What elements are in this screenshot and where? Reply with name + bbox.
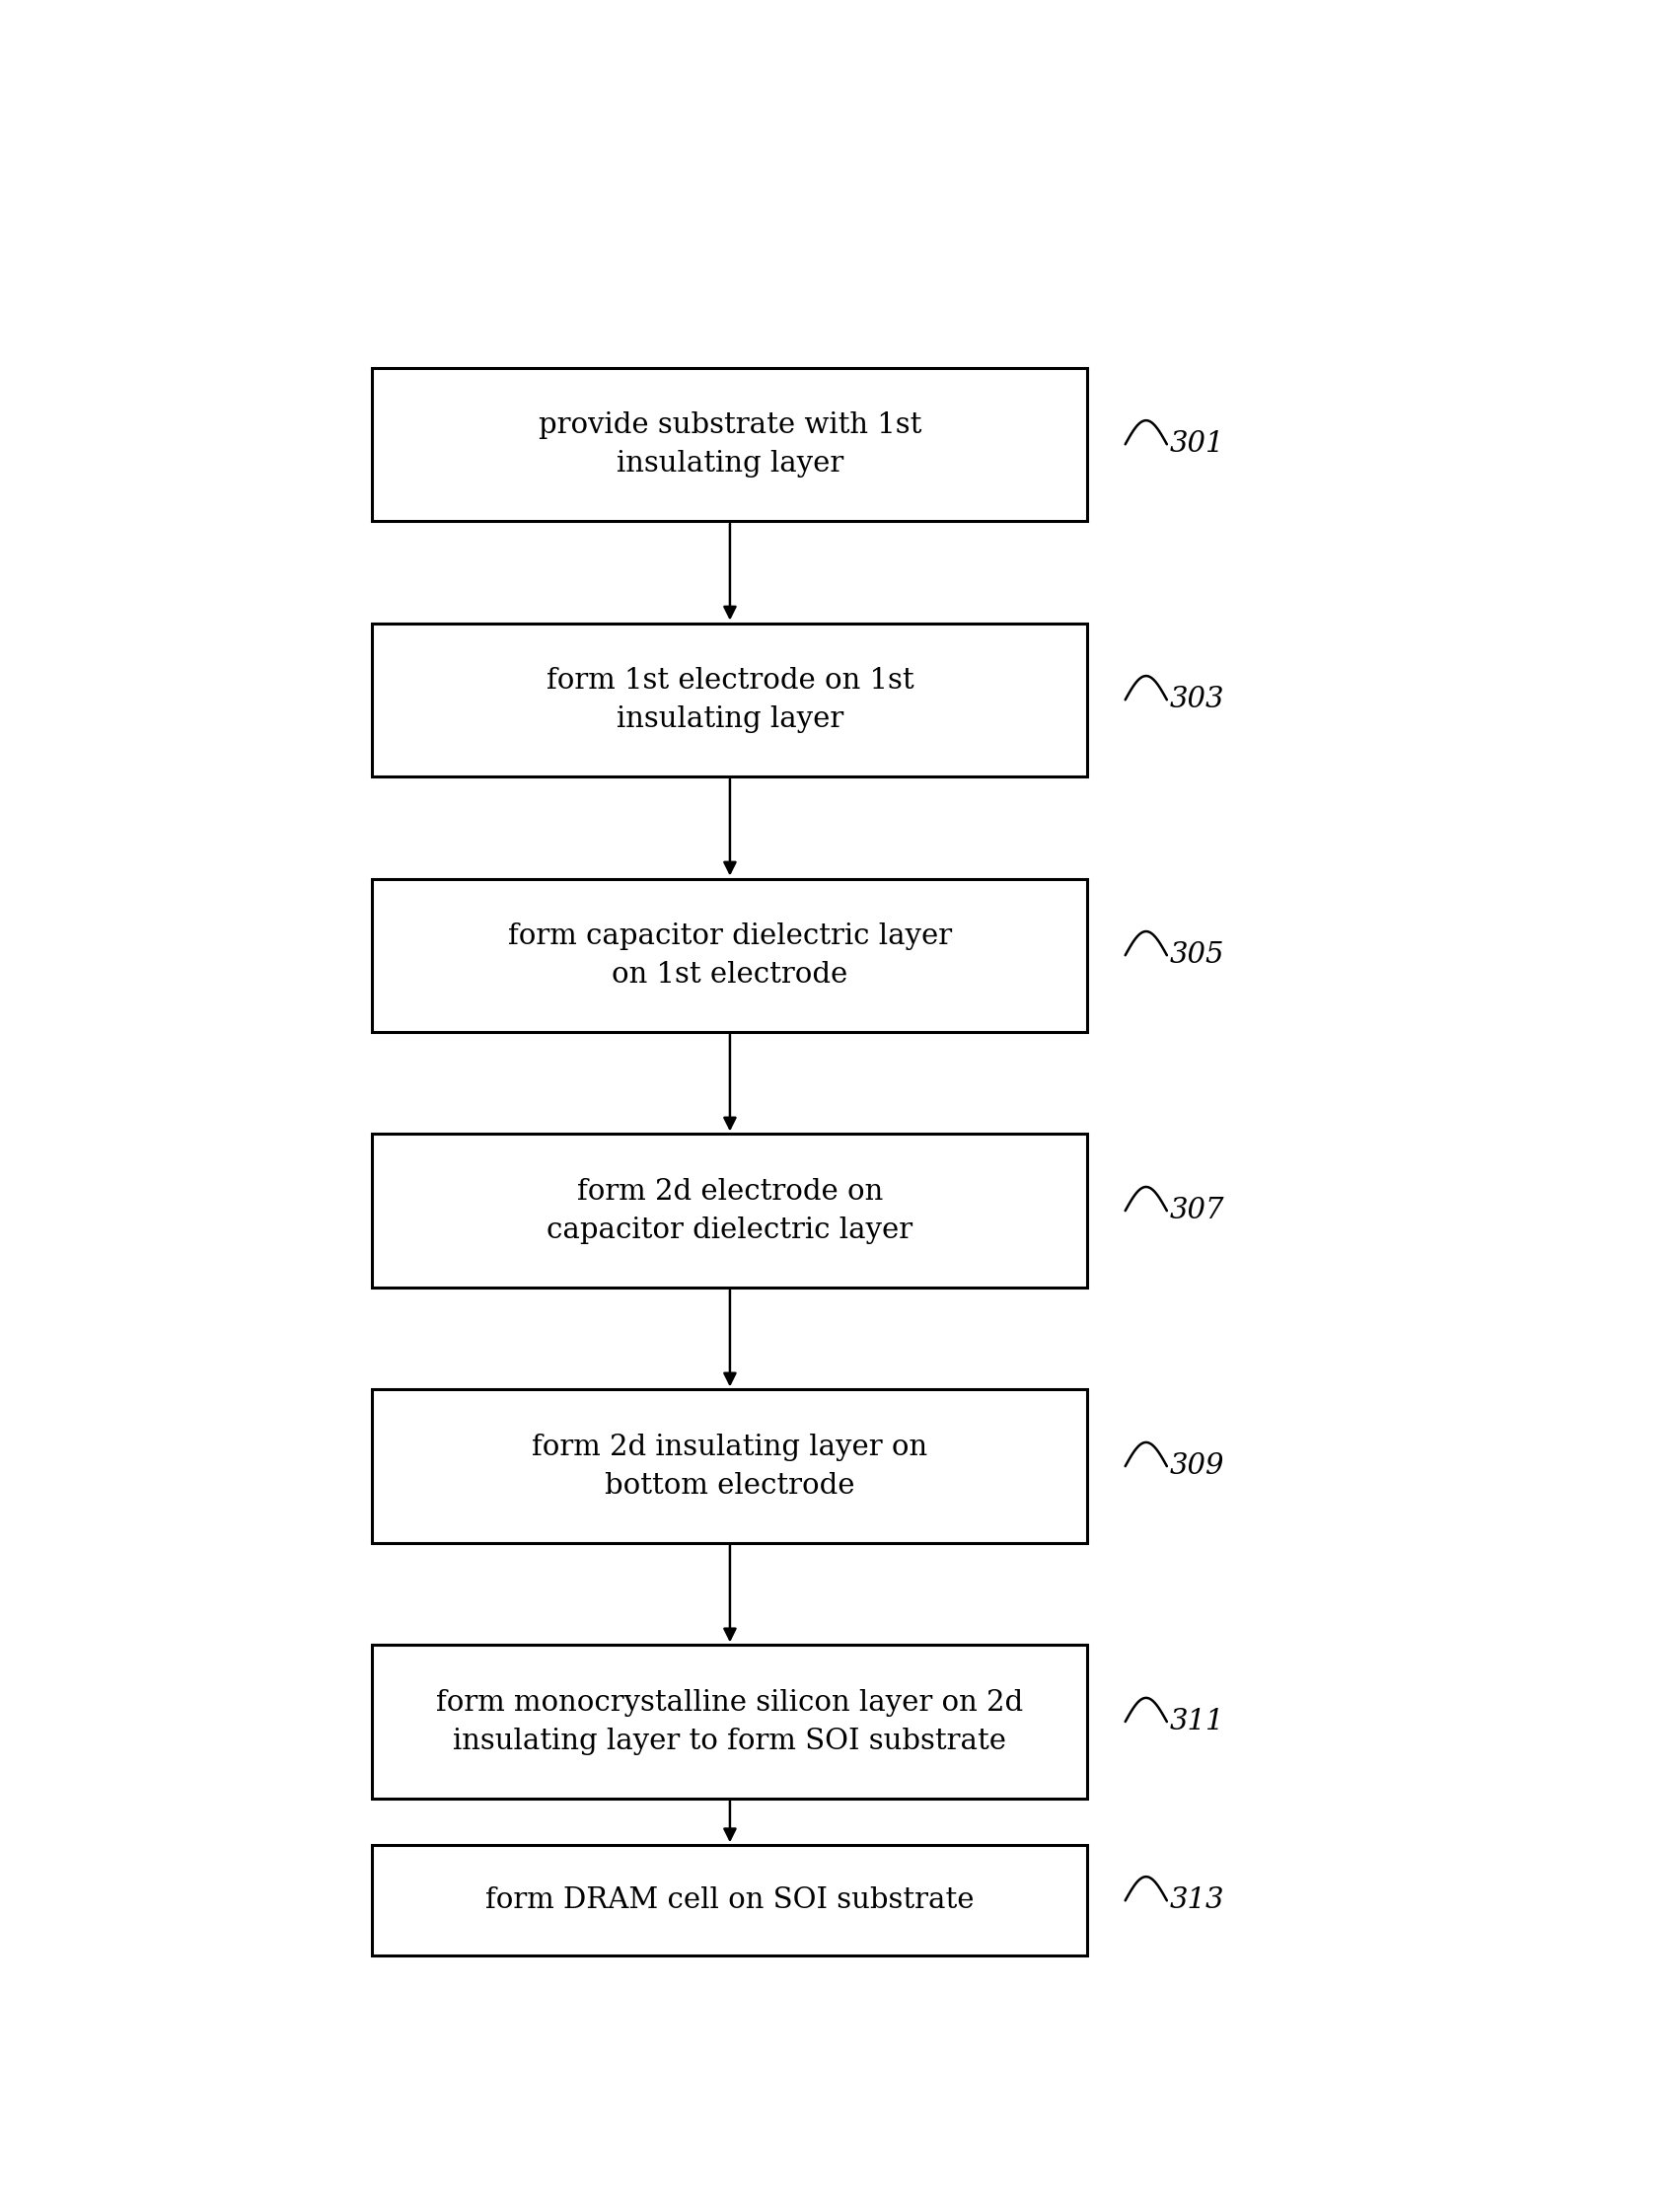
Text: 313: 313: [1170, 1887, 1225, 1913]
Text: form 2d electrode on
capacitor dielectric layer: form 2d electrode on capacitor dielectri…: [547, 1177, 913, 1243]
FancyBboxPatch shape: [373, 878, 1087, 1031]
Text: form 2d insulating layer on
bottom electrode: form 2d insulating layer on bottom elect…: [532, 1433, 928, 1500]
Text: 303: 303: [1170, 686, 1225, 714]
Text: 305: 305: [1170, 942, 1225, 969]
FancyBboxPatch shape: [373, 1389, 1087, 1544]
FancyBboxPatch shape: [373, 367, 1087, 520]
FancyBboxPatch shape: [373, 624, 1087, 776]
FancyBboxPatch shape: [373, 1135, 1087, 1287]
Text: 309: 309: [1170, 1453, 1225, 1480]
Text: form monocrystalline silicon layer on 2d
insulating layer to form SOI substrate: form monocrystalline silicon layer on 2d…: [436, 1688, 1024, 1754]
FancyBboxPatch shape: [373, 1845, 1087, 1955]
Text: 301: 301: [1170, 431, 1225, 458]
FancyBboxPatch shape: [373, 1646, 1087, 1798]
Text: form DRAM cell on SOI substrate: form DRAM cell on SOI substrate: [485, 1887, 975, 1913]
Text: form capacitor dielectric layer
on 1st electrode: form capacitor dielectric layer on 1st e…: [508, 922, 951, 989]
Text: 311: 311: [1170, 1708, 1225, 1736]
Text: provide substrate with 1st
insulating layer: provide substrate with 1st insulating la…: [539, 411, 921, 478]
Text: form 1st electrode on 1st
insulating layer: form 1st electrode on 1st insulating lay…: [545, 666, 915, 732]
Text: 307: 307: [1170, 1197, 1225, 1225]
